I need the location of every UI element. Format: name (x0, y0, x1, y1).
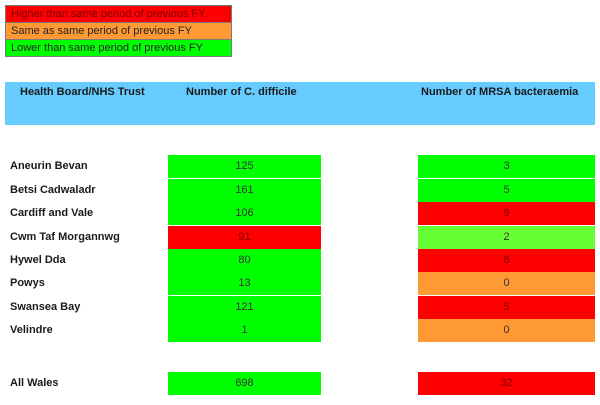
cdiff-cell: 80 (168, 249, 321, 272)
total-row-label: All Wales (10, 377, 59, 389)
row-label: Powys (10, 277, 45, 289)
mrsa-cell: 5 (418, 296, 595, 319)
cdiff-cell: 106 (168, 202, 321, 225)
legend-same: Same as same period of previous FY (6, 23, 231, 40)
total-cdiff-cell: 698 (168, 372, 321, 395)
mrsa-cell: 0 (418, 319, 595, 342)
row-label: Velindre (10, 324, 53, 336)
header-trust: Health Board/NHS Trust (20, 86, 145, 98)
legend: Higher than same period of previous FY S… (5, 5, 232, 57)
row-label: Betsi Cadwaladr (10, 184, 96, 196)
row-label: Hywel Dda (10, 254, 66, 266)
row-label: Cwm Taf Morgannwg (10, 231, 120, 243)
cdiff-cell: 1 (168, 319, 321, 342)
legend-higher: Higher than same period of previous FY (6, 6, 231, 23)
header-mrsa: Number of MRSA bacteraemia (421, 86, 579, 98)
mrsa-cell: 3 (418, 155, 595, 178)
mrsa-cell: 0 (418, 272, 595, 295)
mrsa-cell: 5 (418, 179, 595, 202)
row-label: Cardiff and Vale (10, 207, 94, 219)
cdiff-cell: 121 (168, 296, 321, 319)
cdiff-cell: 91 (168, 226, 321, 249)
mrsa-cell: 2 (418, 226, 595, 249)
total-mrsa-cell: 32 (418, 372, 595, 395)
row-label: Swansea Bay (10, 301, 81, 313)
mrsa-cell: 8 (418, 249, 595, 272)
row-label: Aneurin Bevan (10, 160, 88, 172)
cdiff-cell: 161 (168, 179, 321, 202)
legend-lower: Lower than same period of previous FY (6, 40, 231, 56)
header-cdiff: Number of C. difficile (186, 86, 297, 98)
mrsa-cell: 9 (418, 202, 595, 225)
cdiff-cell: 13 (168, 272, 321, 295)
table-header-band (5, 82, 595, 125)
cdiff-cell: 125 (168, 155, 321, 178)
